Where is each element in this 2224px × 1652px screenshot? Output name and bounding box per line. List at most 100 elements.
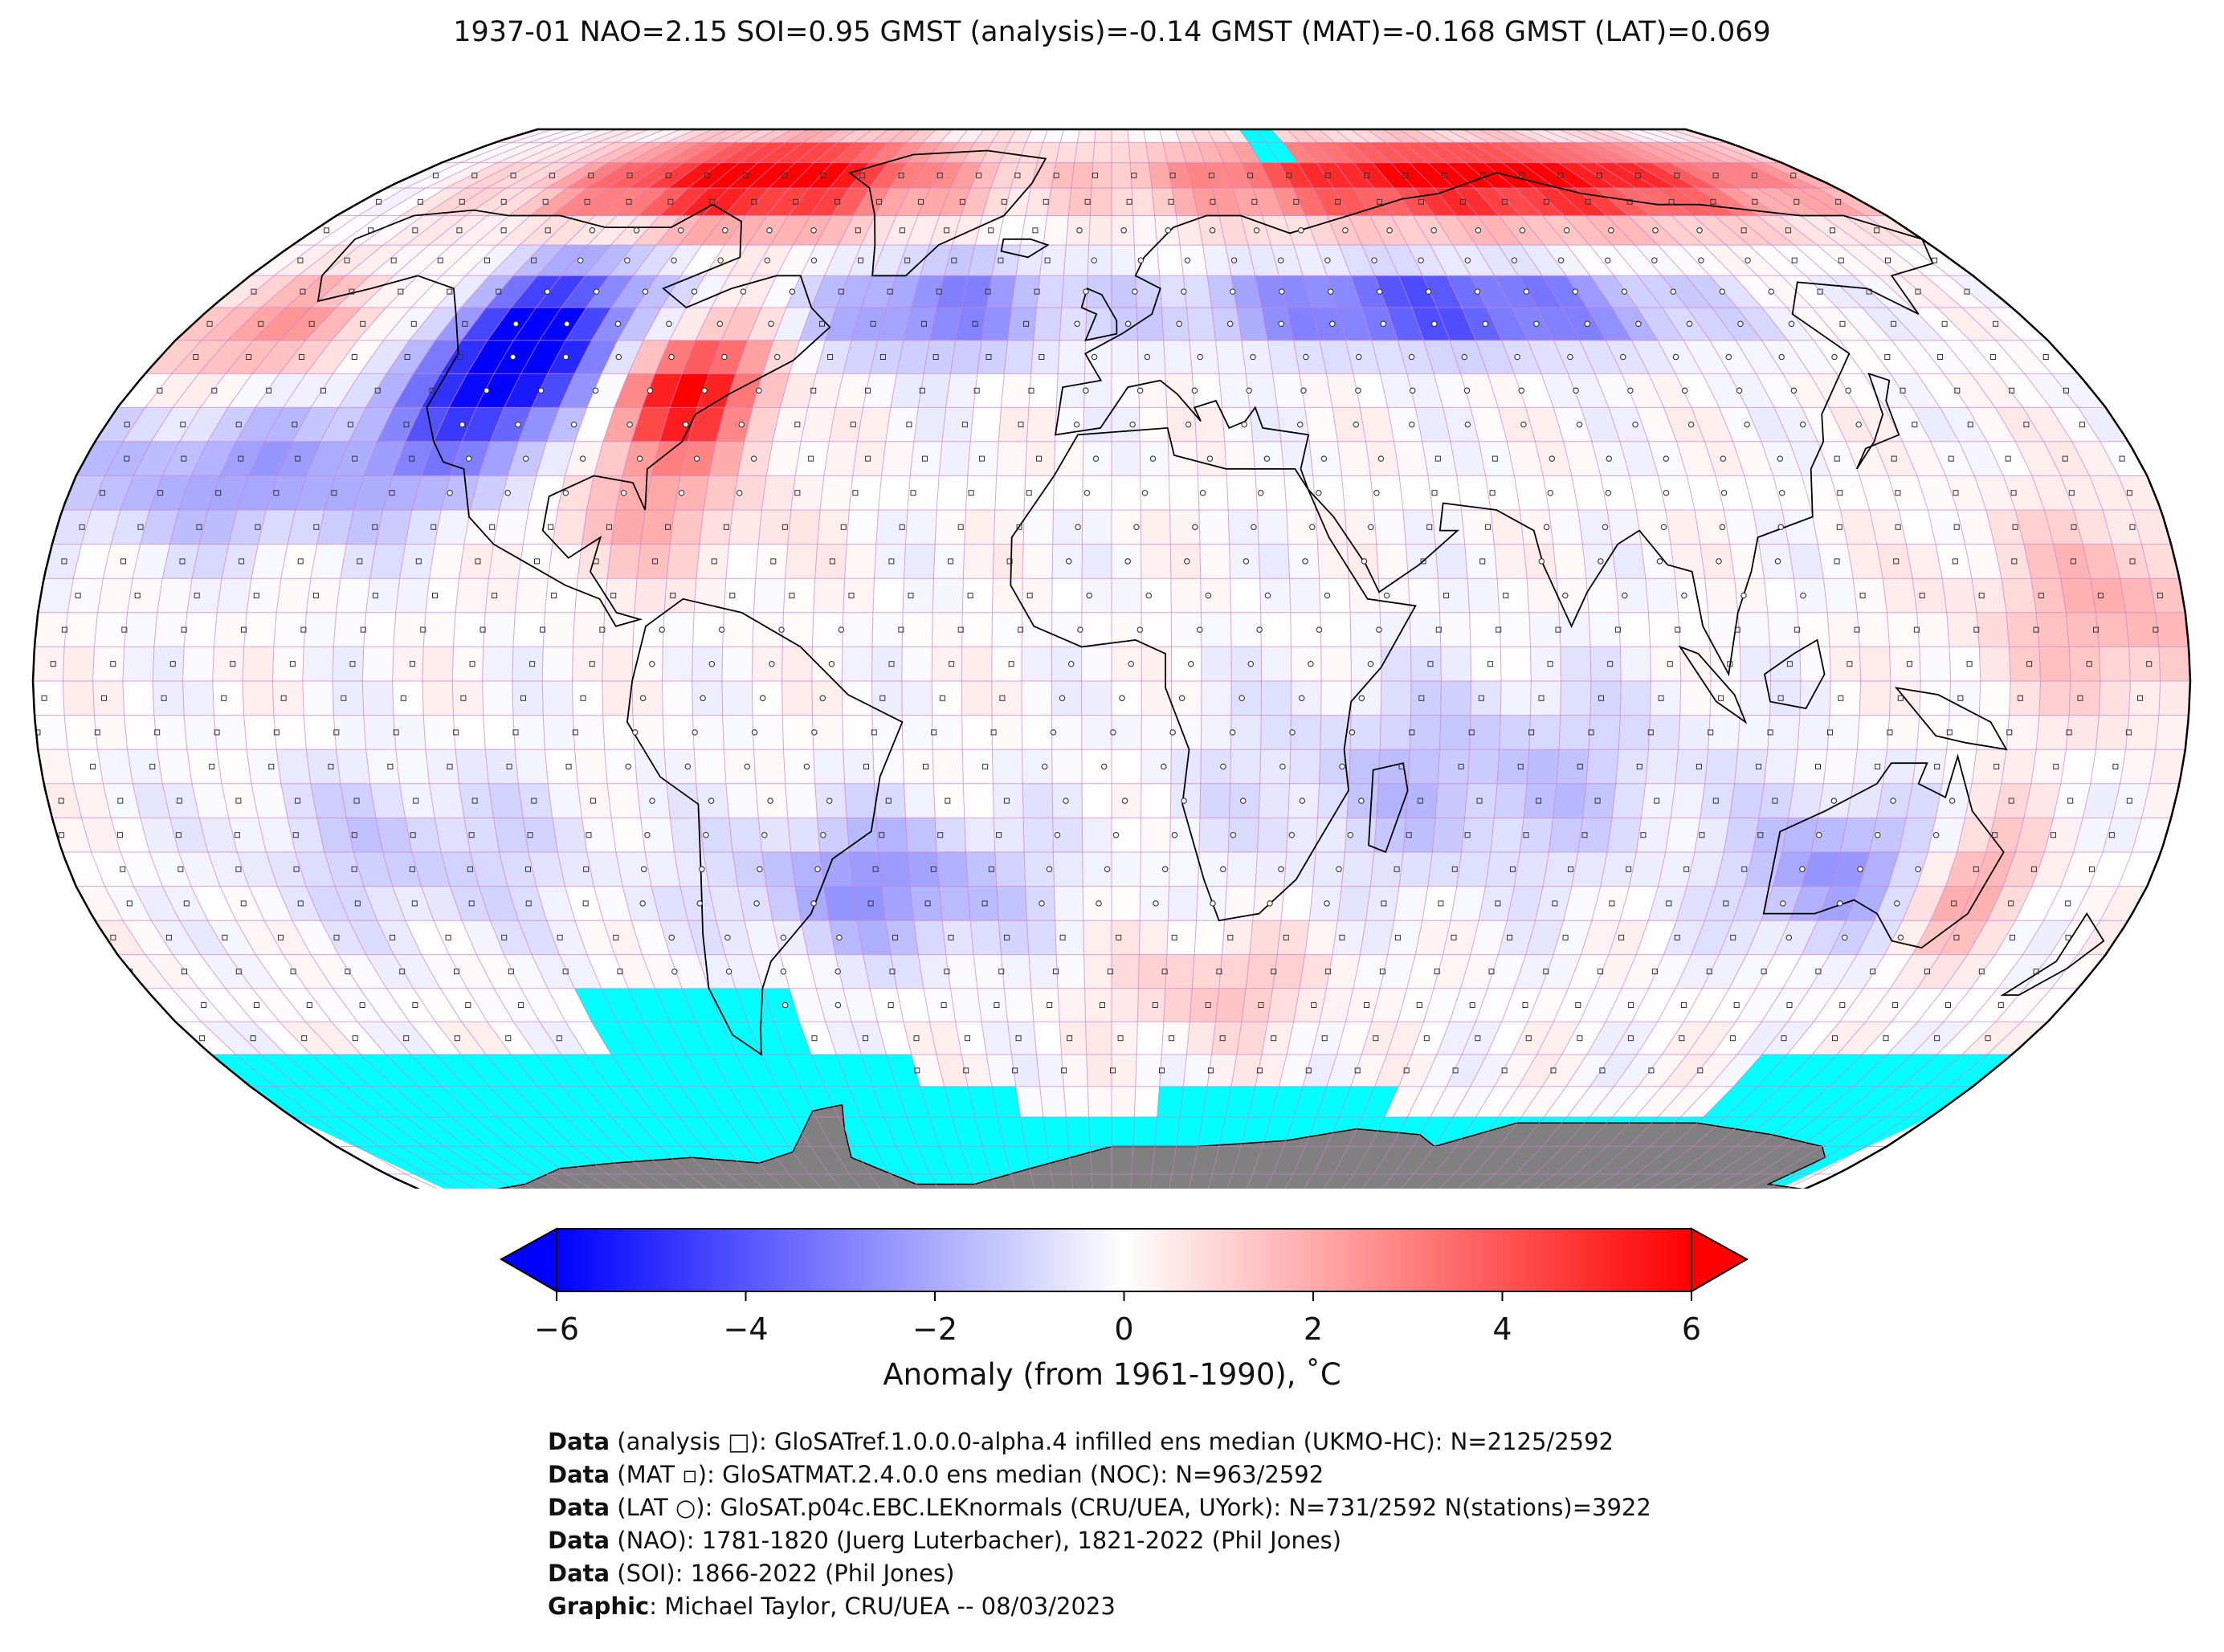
anomaly-cell <box>405 818 442 852</box>
anomaly-cell <box>1286 818 1318 852</box>
anomaly-cell <box>273 715 307 750</box>
anomaly-cell <box>95 407 145 442</box>
anomaly-cell <box>1376 544 1409 579</box>
anomaly-cell <box>636 275 681 308</box>
anomaly-cell <box>2051 373 2106 408</box>
anomaly-cell <box>463 818 500 852</box>
anomaly-cell <box>711 275 753 308</box>
anomaly-cell <box>1380 715 1411 750</box>
anomaly-cell <box>357 1022 411 1054</box>
anomaly-cell <box>696 1022 737 1054</box>
anomaly-cell <box>1411 308 1450 341</box>
anomaly-cell <box>479 886 519 921</box>
anomaly-cell <box>680 1086 725 1117</box>
anomaly-cell <box>1679 681 1712 716</box>
anomaly-cell <box>1494 544 1528 579</box>
anomaly-cell <box>1528 988 1569 1022</box>
anomaly-cell <box>961 612 993 647</box>
anomaly-cell <box>1141 749 1172 784</box>
anomaly-cell <box>753 612 784 647</box>
anomaly-cell <box>1422 275 1463 308</box>
anomaly-cell <box>467 988 514 1022</box>
anomaly-cell <box>324 475 364 510</box>
anomaly-cell <box>1341 475 1374 510</box>
anomaly-cell <box>145 373 199 408</box>
anomaly-cell <box>441 475 479 510</box>
anomaly-cell <box>1051 612 1082 647</box>
anomaly-cell <box>369 245 429 276</box>
anomaly-cell <box>910 441 942 476</box>
anomaly-cell <box>545 749 578 784</box>
anomaly-cell <box>992 578 1023 613</box>
anomaly-cell <box>1460 373 1499 408</box>
anomaly-cell <box>210 275 275 308</box>
anomaly-cell <box>1806 1054 1863 1087</box>
anomaly-cell <box>169 818 208 852</box>
anomaly-cell <box>546 407 587 442</box>
anomaly-cell <box>386 1054 442 1087</box>
anomaly-cell <box>292 407 339 442</box>
anomaly-cell <box>1781 275 1838 308</box>
anomaly-cell <box>1514 475 1549 510</box>
anomaly-cell <box>1658 245 1710 276</box>
anomaly-cell <box>1606 215 1659 246</box>
anomaly-cell <box>1166 920 1197 955</box>
anomaly-cell <box>362 681 394 716</box>
anomaly-cell <box>970 407 1002 442</box>
anomaly-cell <box>2066 715 2100 750</box>
anomaly-cell <box>1527 578 1559 613</box>
anomaly-cell <box>1557 749 1589 784</box>
anomaly-cell <box>1965 544 2002 579</box>
anomaly-cell <box>836 275 873 308</box>
anomaly-cell <box>1183 275 1212 308</box>
anomaly-cell <box>1577 818 1612 852</box>
anomaly-cell <box>207 920 256 955</box>
anomaly-cell <box>1607 818 1642 852</box>
anomaly-cell <box>1112 681 1142 716</box>
anomaly-cell <box>1822 215 1886 246</box>
anomaly-cell <box>94 612 128 647</box>
anomaly-cell <box>767 188 810 216</box>
anomaly-cell <box>306 340 358 374</box>
anomaly-cell <box>736 275 777 308</box>
anomaly-cell <box>523 818 558 852</box>
anomaly-cell <box>548 783 582 818</box>
anomaly-cell <box>2030 578 2067 613</box>
anomaly-cell <box>1884 920 1931 955</box>
anomaly-cell <box>1351 681 1381 716</box>
anomaly-cell <box>994 852 1026 887</box>
anomaly-cell <box>1638 275 1687 308</box>
anomaly-cell <box>441 245 497 276</box>
anomaly-cell <box>1499 612 1531 647</box>
anomaly-cell <box>1645 749 1679 784</box>
anomaly-cell <box>320 920 366 955</box>
anomaly-cell <box>1141 510 1171 545</box>
anomaly-cell <box>1814 340 1864 374</box>
anomaly-cell <box>349 407 394 442</box>
anomaly-cell <box>1487 308 1528 341</box>
anomaly-cell <box>200 954 253 989</box>
anomaly-cell <box>2125 715 2159 750</box>
anomaly-cell <box>1487 1022 1528 1054</box>
credit-text: (analysis □): GloSATref.1.0.0.0-alpha.4 … <box>610 1428 1614 1455</box>
anomaly-cell <box>201 1022 261 1054</box>
anomaly-cell <box>1287 308 1320 341</box>
anomaly-cell <box>994 475 1026 510</box>
anomaly-cell <box>117 373 172 408</box>
anomaly-cell <box>1317 544 1349 579</box>
anomaly-cell <box>788 188 830 216</box>
anomaly-cell <box>702 188 749 216</box>
anomaly-cell <box>1327 1054 1362 1087</box>
anomaly-cell <box>489 1086 543 1117</box>
anomaly-cell <box>932 715 963 750</box>
anomaly-cell <box>1293 1086 1328 1117</box>
anomaly-cell <box>1170 749 1202 784</box>
anomaly-cell <box>1708 715 1740 750</box>
anomaly-cell <box>1734 749 1768 784</box>
anomaly-cell <box>1614 1054 1663 1087</box>
anomaly-cell <box>1885 245 1949 276</box>
anomaly-cell <box>2051 954 2106 989</box>
anomaly-cell <box>225 988 280 1022</box>
anomaly-cell <box>1398 988 1434 1022</box>
anomaly-cell <box>1141 578 1172 613</box>
